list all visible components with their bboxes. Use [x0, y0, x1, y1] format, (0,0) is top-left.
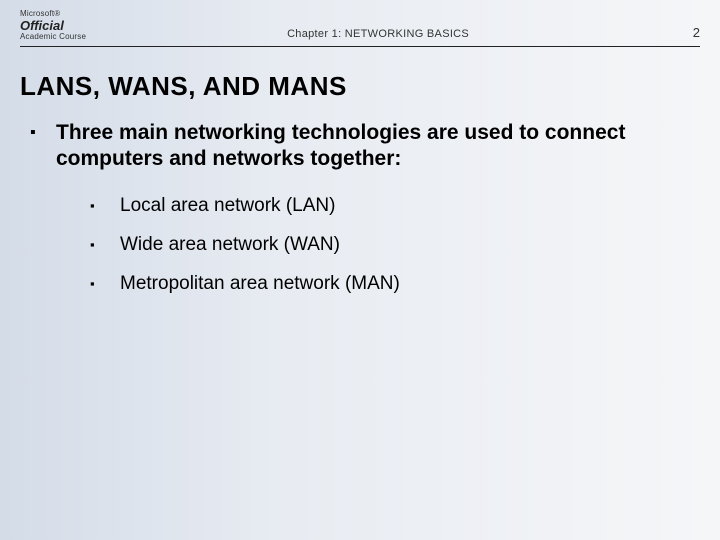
- bullet-icon: ▪: [90, 194, 120, 213]
- bullet-icon: ▪: [30, 120, 56, 142]
- page-number: 2: [670, 25, 700, 42]
- sub-bullet-row: ▪ Wide area network (WAN): [90, 233, 690, 258]
- bullet-icon: ▪: [90, 272, 120, 291]
- slide-title: LANS, WANS, AND MANS: [0, 47, 720, 120]
- slide-header: Microsoft® Official Academic Course Chap…: [0, 0, 720, 46]
- sub-bullet-row: ▪ Local area network (LAN): [90, 194, 690, 219]
- logo-line-3: Academic Course: [20, 33, 86, 42]
- sub-bullet-list: ▪ Local area network (LAN) ▪ Wide area n…: [30, 188, 690, 296]
- sub-bullet-text: Metropolitan area network (MAN): [120, 272, 400, 297]
- sub-bullet-text: Local area network (LAN): [120, 194, 335, 219]
- bullet-icon: ▪: [90, 233, 120, 252]
- logo-line-2: Official: [20, 19, 86, 33]
- sub-bullet-text: Wide area network (WAN): [120, 233, 340, 258]
- slide-content: ▪ Three main networking technologies are…: [0, 120, 720, 297]
- sub-bullet-row: ▪ Metropolitan area network (MAN): [90, 272, 690, 297]
- microsoft-logo: Microsoft® Official Academic Course: [20, 10, 86, 42]
- main-bullet-text: Three main networking technologies are u…: [56, 120, 690, 173]
- chapter-label: Chapter 1: NETWORKING BASICS: [86, 28, 670, 42]
- main-bullet-row: ▪ Three main networking technologies are…: [30, 120, 690, 173]
